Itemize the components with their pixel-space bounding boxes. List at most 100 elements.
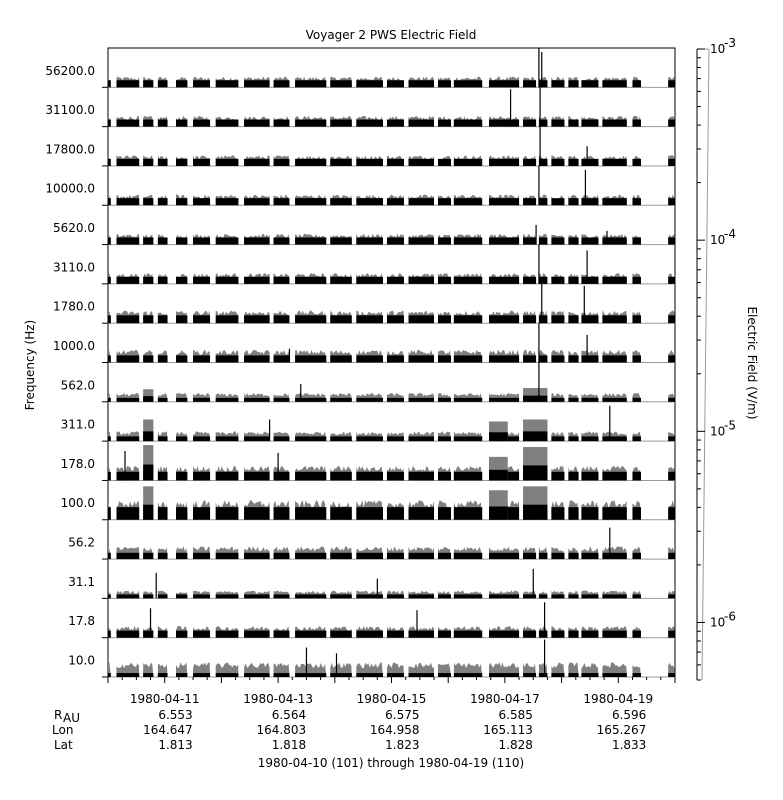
average-band <box>386 436 404 442</box>
average-band <box>157 276 168 284</box>
channel-row <box>102 194 675 206</box>
average-band <box>330 436 352 442</box>
average-band <box>108 630 111 638</box>
average-band <box>356 198 383 206</box>
average-band <box>244 355 270 363</box>
average-band <box>453 276 483 284</box>
average-band <box>581 198 599 206</box>
channel-label: 562.0 <box>61 378 95 392</box>
average-band <box>602 276 627 284</box>
burst-peak <box>143 486 154 520</box>
channel-label: 5620.0 <box>53 221 95 235</box>
average-band <box>523 315 537 324</box>
average-band <box>116 594 140 599</box>
average-band <box>602 594 627 599</box>
average-band <box>330 315 352 324</box>
average-band <box>489 630 520 638</box>
average-band <box>408 315 435 324</box>
chart-title: Voyager 2 PWS Electric Field <box>306 28 477 42</box>
average-band <box>632 158 641 166</box>
average-band <box>632 471 641 481</box>
colorbar-tick-exponent: -6 <box>724 609 736 623</box>
average-band <box>538 315 548 324</box>
average-band <box>453 673 483 677</box>
average-band <box>632 237 641 245</box>
channel-label: 56.2 <box>68 536 95 550</box>
average-band <box>157 552 168 560</box>
average-band <box>330 198 352 206</box>
average-band <box>176 198 188 206</box>
average-band <box>581 594 599 599</box>
average-band <box>215 436 239 442</box>
average-band <box>453 198 483 206</box>
average-band <box>273 237 290 245</box>
average-band <box>330 630 352 638</box>
average-band <box>330 119 352 127</box>
ephemeris-value-r: 6.575 <box>385 708 419 722</box>
burst-average <box>523 504 548 520</box>
average-band <box>273 673 290 677</box>
average-band <box>602 397 627 402</box>
average-band <box>108 198 111 206</box>
average-band <box>108 237 111 245</box>
average-band <box>408 552 435 560</box>
average-band <box>581 471 599 481</box>
average-band <box>453 507 483 520</box>
average-band <box>668 552 675 560</box>
ephemeris-row-label-r-sub: AU <box>63 711 80 725</box>
average-band <box>193 276 211 284</box>
average-band <box>386 355 404 363</box>
average-band <box>568 673 579 677</box>
average-band <box>551 552 565 560</box>
average-band <box>157 397 168 402</box>
ephemeris-value-r: 6.553 <box>158 708 192 722</box>
average-band <box>356 237 383 245</box>
average-band <box>215 80 239 88</box>
average-band <box>437 237 452 245</box>
average-band <box>193 315 211 324</box>
average-band <box>193 355 211 363</box>
average-band <box>108 507 111 520</box>
average-band <box>386 158 404 166</box>
channel-label: 1000.0 <box>53 339 95 353</box>
average-band <box>273 436 290 442</box>
average-band <box>437 119 452 127</box>
average-band <box>215 198 239 206</box>
average-band <box>568 198 579 206</box>
burst-average <box>143 396 154 402</box>
average-band <box>538 198 548 206</box>
average-band <box>632 397 641 402</box>
average-band <box>632 594 641 599</box>
average-band <box>143 276 154 284</box>
average-band <box>108 315 111 324</box>
channel-row <box>102 500 675 521</box>
average-band <box>215 237 239 245</box>
average-band <box>551 355 565 363</box>
average-band <box>602 80 627 88</box>
x-tick-label: 1980-04-15 <box>357 692 427 706</box>
colorbar-tick-label: 10-5 <box>710 418 736 438</box>
average-band <box>295 158 327 166</box>
burst-average <box>489 506 508 520</box>
average-band <box>437 80 452 88</box>
average-band <box>602 630 627 638</box>
ephemeris-row-label-r: R <box>54 708 62 722</box>
average-band <box>386 471 404 481</box>
average-band <box>489 237 520 245</box>
average-band <box>176 237 188 245</box>
average-band <box>632 315 641 324</box>
average-band <box>356 315 383 324</box>
channel-label: 178.0 <box>61 457 95 471</box>
average-band <box>176 276 188 284</box>
average-band <box>668 594 675 599</box>
average-band <box>116 80 140 88</box>
average-band <box>408 471 435 481</box>
average-band <box>602 237 627 245</box>
average-band <box>143 552 154 560</box>
average-band <box>157 507 168 520</box>
average-band <box>453 436 483 442</box>
average-band <box>244 630 270 638</box>
average-band <box>668 315 675 324</box>
average-band <box>108 158 111 166</box>
average-band <box>632 507 641 520</box>
